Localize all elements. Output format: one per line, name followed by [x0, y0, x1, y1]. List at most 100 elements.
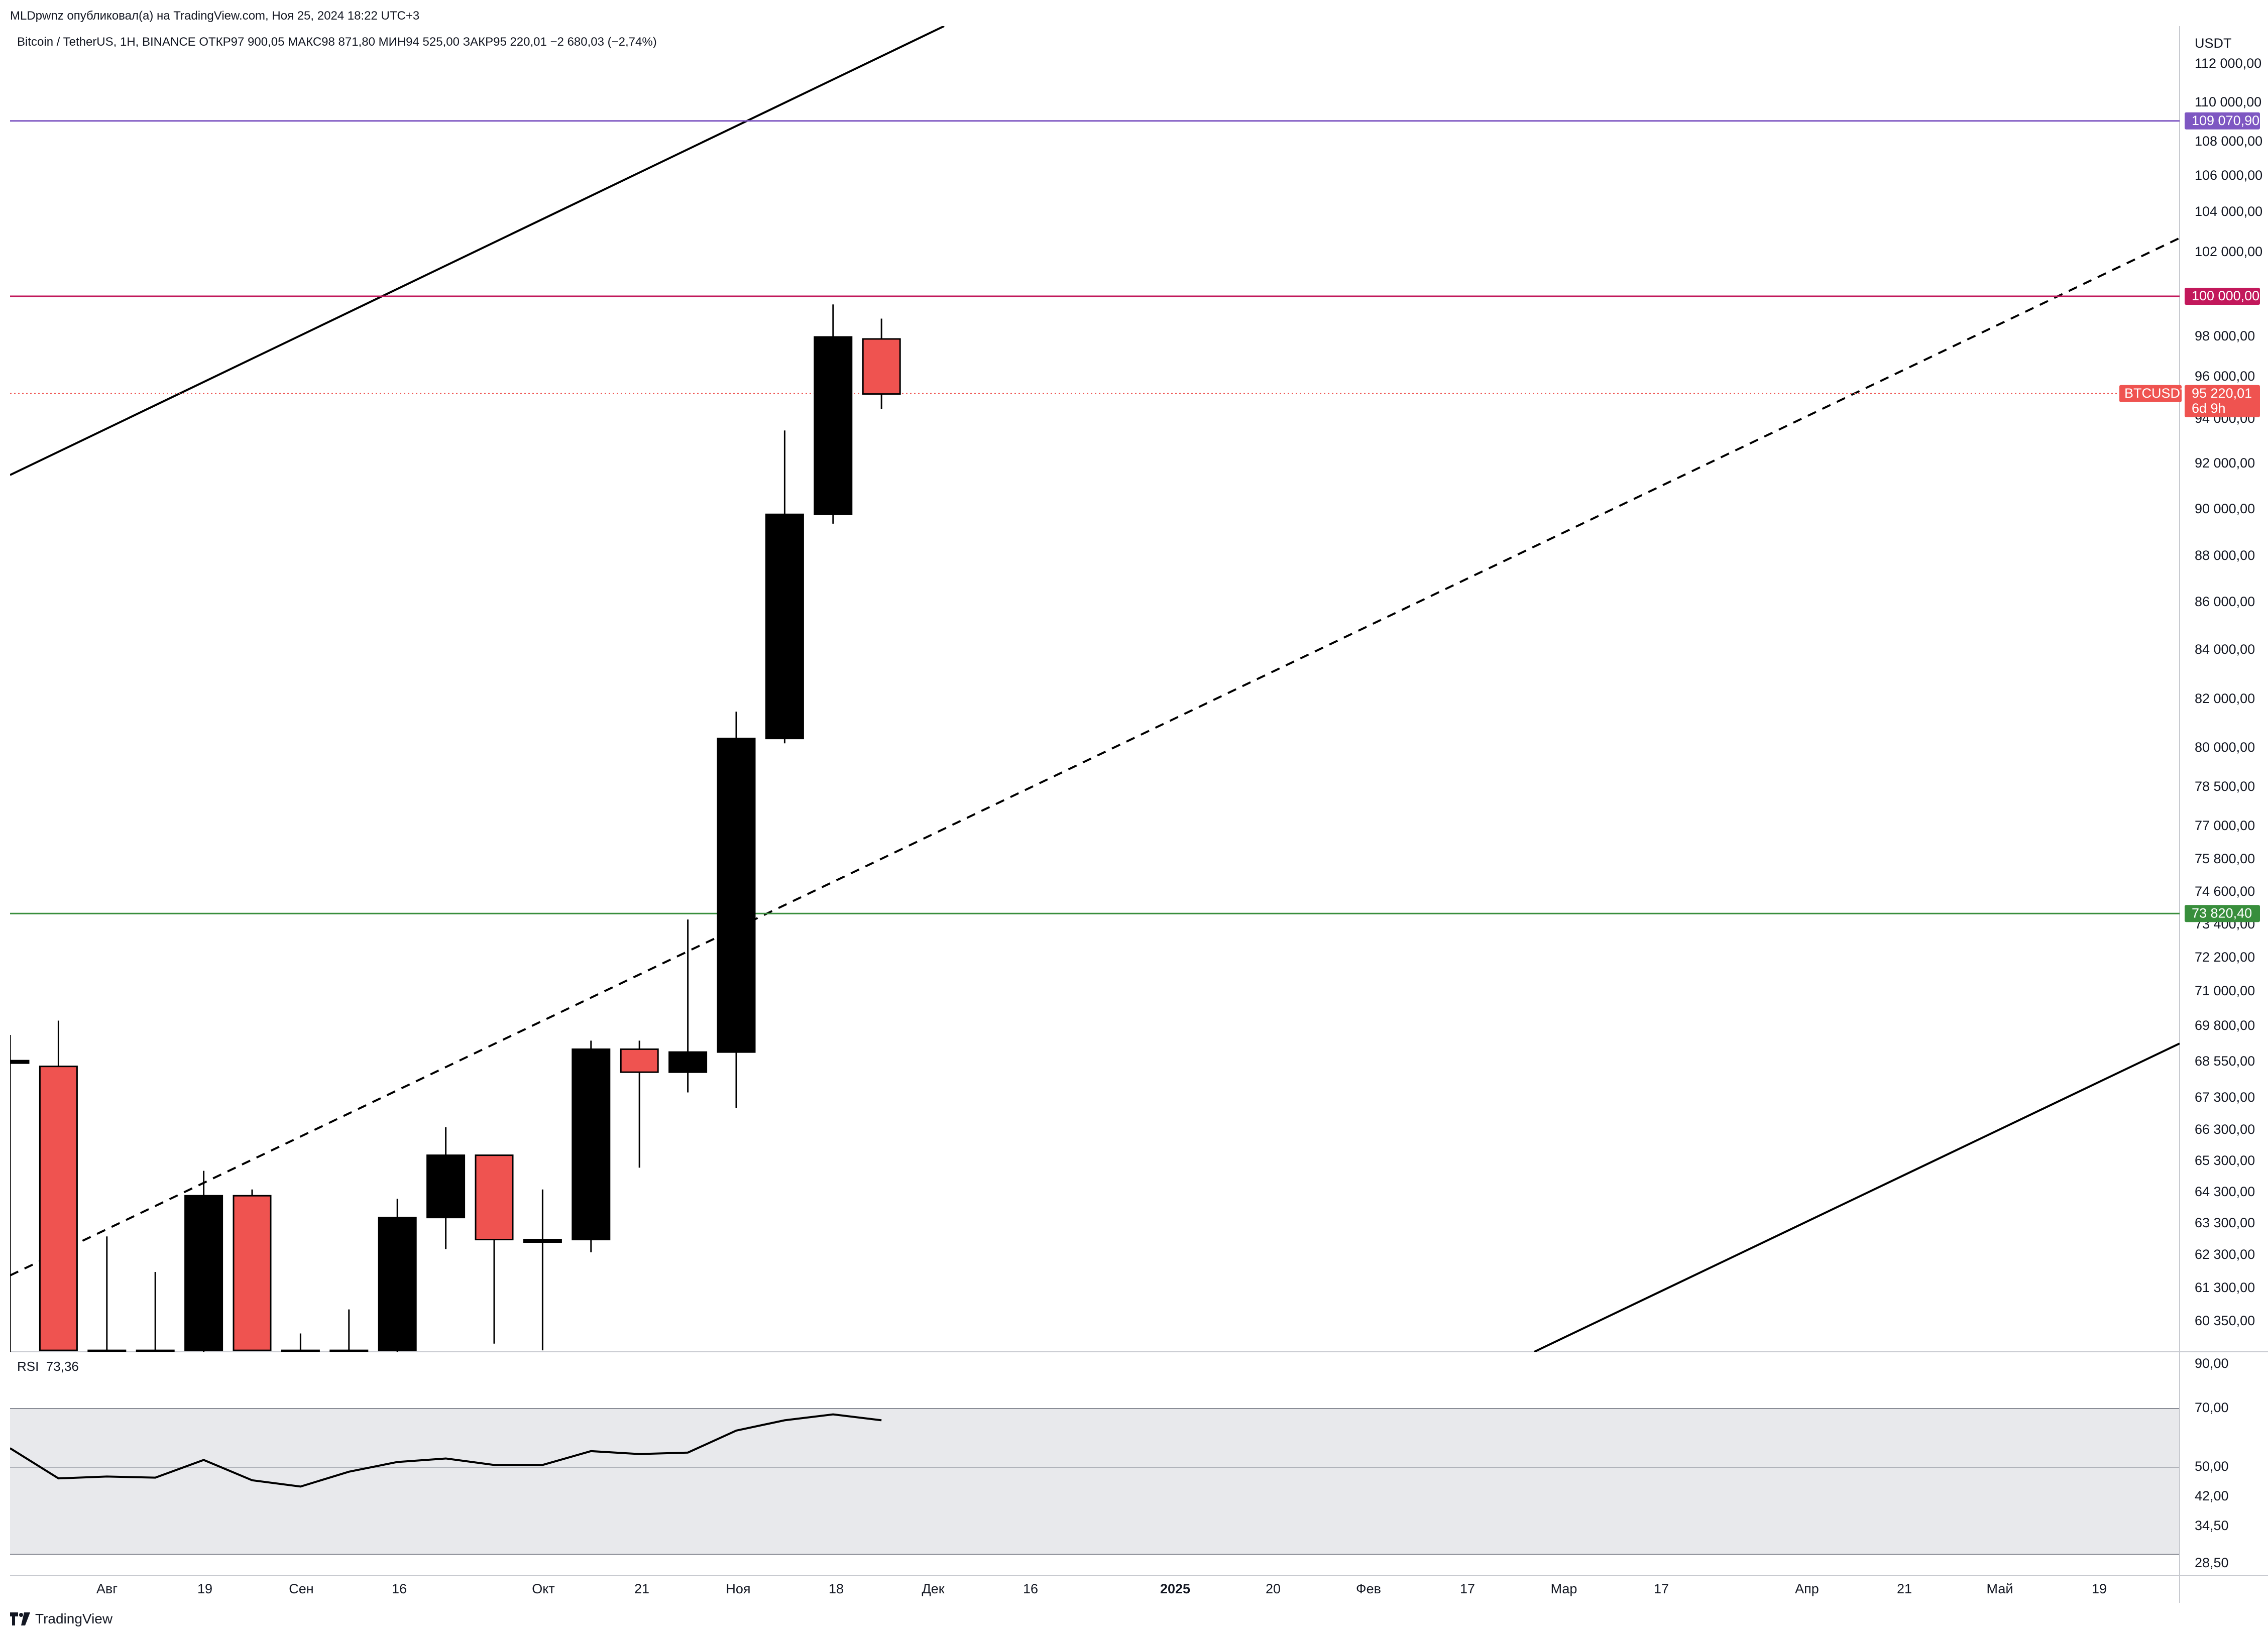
candle[interactable]: [668, 919, 708, 1093]
price-tick-label: 60 350,00: [2195, 1313, 2255, 1328]
price-tick-label: 63 300,00: [2195, 1215, 2255, 1230]
level-price-tag[interactable]: 109 070,90: [2185, 112, 2260, 130]
rsi-tick-label: 28,50: [2195, 1555, 2229, 1570]
candle[interactable]: [717, 712, 756, 1108]
candle-body: [329, 1349, 369, 1352]
price-tick-label: 78 500,00: [2195, 779, 2255, 794]
price-tick-label: 112 000,00: [2195, 56, 2261, 71]
currency-label: USDT: [2195, 36, 2232, 51]
level-tag-text: 109 070,90: [2192, 113, 2259, 128]
x-tick-label: 19: [197, 1581, 212, 1596]
level-tag-text: 73 820,40: [2192, 905, 2252, 920]
candle-body: [87, 1349, 127, 1352]
rsi-tick-label: 34,50: [2195, 1518, 2229, 1533]
candle[interactable]: [0, 1035, 30, 1374]
x-tick-label: Сен: [289, 1581, 313, 1596]
price-tick-label: 106 000,00: [2195, 168, 2262, 183]
candle-body: [10, 1060, 30, 1064]
rsi-line: [10, 1413, 882, 1488]
level-price-tag[interactable]: 100 000,00: [2185, 288, 2260, 305]
publisher-line: MLDpwnz опубликовал(а) на TradingView.co…: [10, 9, 420, 23]
price-tick-label: 86 000,00: [2195, 594, 2255, 609]
level-price-tag[interactable]: 73 820,40: [2185, 905, 2260, 922]
price-tick-label: 71 000,00: [2195, 983, 2255, 998]
candle[interactable]: [523, 1189, 562, 1351]
x-tick-label: 16: [1023, 1581, 1038, 1596]
candle-body: [572, 1048, 611, 1240]
price-tick-label: 96 000,00: [2195, 369, 2255, 384]
countdown-tag-text: 6d 9h: [2192, 401, 2226, 416]
candle[interactable]: [184, 1171, 223, 1367]
candle[interactable]: [378, 1199, 417, 1367]
candle-body: [765, 513, 804, 740]
x-tick-label: 20: [1266, 1581, 1281, 1596]
candle-body: [426, 1154, 466, 1219]
footer-brand-label: TradingView: [35, 1611, 113, 1626]
candle-body: [862, 338, 901, 395]
candle-body: [281, 1349, 320, 1352]
price-tick-label: 98 000,00: [2195, 328, 2255, 343]
price-tick-label: 62 300,00: [2195, 1247, 2255, 1262]
candle-body: [814, 336, 853, 515]
symbol-tag-text: BTCUSDT: [2124, 386, 2189, 401]
price-tick-label: 88 000,00: [2195, 548, 2255, 563]
candle[interactable]: [765, 430, 804, 744]
x-tick-label: 18: [829, 1581, 844, 1596]
footer-brand[interactable]: TradingView: [10, 1611, 112, 1627]
candle-body: [184, 1195, 223, 1351]
x-tick-label: Фев: [1356, 1581, 1381, 1596]
trendline-upper[interactable]: [10, 26, 945, 476]
candle[interactable]: [329, 1309, 369, 1367]
x-tick-label: 2025: [1160, 1581, 1190, 1596]
candle[interactable]: [39, 1020, 78, 1351]
candle[interactable]: [233, 1189, 272, 1351]
rsi-value: 73,36: [46, 1359, 79, 1374]
candle[interactable]: [862, 318, 901, 409]
level-tag-bg: [2185, 905, 2260, 922]
price-tick-label: 92 000,00: [2195, 455, 2255, 471]
price-tick-label: 68 550,00: [2195, 1054, 2255, 1069]
x-tick-label: 21: [634, 1581, 649, 1596]
price-tick-label: 110 000,00: [2195, 94, 2261, 109]
x-tick-label: Ноя: [726, 1581, 750, 1596]
price-tick-label: 74 600,00: [2195, 884, 2255, 899]
candle[interactable]: [620, 1040, 659, 1168]
rsi-legend: RSI 73,36: [17, 1359, 79, 1374]
symbol-tag[interactable]: BTCUSDT: [2119, 385, 2189, 402]
candle[interactable]: [87, 1236, 127, 1367]
rsi-tick-label: 42,00: [2195, 1488, 2229, 1503]
x-tick-label: 21: [1897, 1581, 1912, 1596]
price-tick-label: 66 300,00: [2195, 1122, 2255, 1137]
candle-body: [233, 1195, 272, 1351]
x-tick-label: 19: [2092, 1581, 2107, 1596]
x-tick-label: 17: [1460, 1581, 1475, 1596]
candle[interactable]: [281, 1333, 320, 1367]
tradingview-logo-icon: [10, 1612, 30, 1625]
candle-body: [39, 1066, 78, 1351]
candle-body: [717, 738, 756, 1053]
candle-body: [475, 1154, 514, 1241]
candle[interactable]: [426, 1127, 466, 1249]
x-tick-label: Окт: [532, 1581, 554, 1596]
price-tick-label: 90 000,00: [2195, 501, 2255, 516]
candle[interactable]: [475, 1154, 514, 1344]
price-tick-label: 104 000,00: [2195, 204, 2262, 219]
candle[interactable]: [136, 1272, 175, 1367]
price-tick-label: 80 000,00: [2195, 740, 2255, 755]
price-tick-label: 69 800,00: [2195, 1018, 2255, 1033]
candle[interactable]: [572, 1040, 611, 1252]
price-tick-label: 65 300,00: [2195, 1153, 2255, 1168]
candle[interactable]: [814, 304, 853, 524]
price-tick-label: 72 200,00: [2195, 950, 2255, 965]
level-tag-text: 100 000,00: [2192, 288, 2259, 303]
last-price-tag-bg: [2185, 385, 2260, 417]
x-tick-label: Мар: [1551, 1581, 1577, 1596]
level-tag-bg: [2185, 288, 2260, 305]
candle-body: [668, 1051, 708, 1073]
trendline-lower[interactable]: [1534, 1042, 2180, 1352]
candle-body: [136, 1349, 175, 1352]
candle-body: [523, 1239, 562, 1243]
price-tick-label: 84 000,00: [2195, 642, 2255, 657]
